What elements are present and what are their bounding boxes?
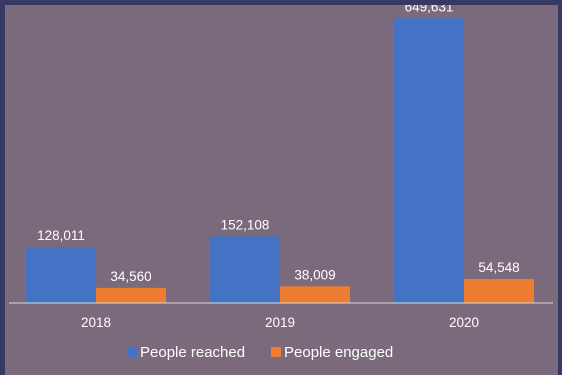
x-tick-label-2019: 2019 bbox=[265, 315, 295, 330]
x-tick-labels: 2018 2019 2020 bbox=[81, 315, 479, 330]
bar-chart: 128,01134,560152,10838,009649,63154,548 … bbox=[9, 5, 553, 361]
data-label-2020-engaged: 54,548 bbox=[478, 260, 519, 275]
legend-swatch-engaged bbox=[271, 347, 281, 357]
legend-label-engaged: People engaged bbox=[284, 344, 393, 361]
legend-label-reached: People reached bbox=[140, 344, 245, 361]
legend: People reached People engaged bbox=[127, 344, 393, 361]
data-label-2019-reached: 152,108 bbox=[221, 217, 270, 232]
legend-swatch-reached bbox=[127, 347, 137, 357]
bar-2018-engaged bbox=[96, 287, 166, 303]
data-label-2018-engaged: 34,560 bbox=[110, 269, 151, 284]
bar-2020-engaged bbox=[464, 279, 534, 303]
bar-2020-reached bbox=[394, 18, 464, 303]
x-tick-label-2018: 2018 bbox=[81, 315, 111, 330]
data-label-2020-reached: 649,631 bbox=[405, 5, 454, 14]
x-tick-label-2020: 2020 bbox=[449, 315, 479, 330]
data-label-2019-engaged: 38,009 bbox=[294, 267, 335, 282]
bar-2018-reached bbox=[26, 246, 96, 303]
bars-layer bbox=[26, 18, 534, 303]
data-label-2018-reached: 128,011 bbox=[37, 228, 85, 243]
chart-frame: 128,011 34,560 152,108 38,009 649,631 54,548 … bbox=[5, 5, 558, 375]
bar-2019-engaged bbox=[280, 286, 350, 303]
data-labels-layer: 128,011 34,560 152,108 38,009 649,631 54,548 bbox=[37, 5, 520, 284]
bar-2019-reached bbox=[210, 236, 280, 303]
